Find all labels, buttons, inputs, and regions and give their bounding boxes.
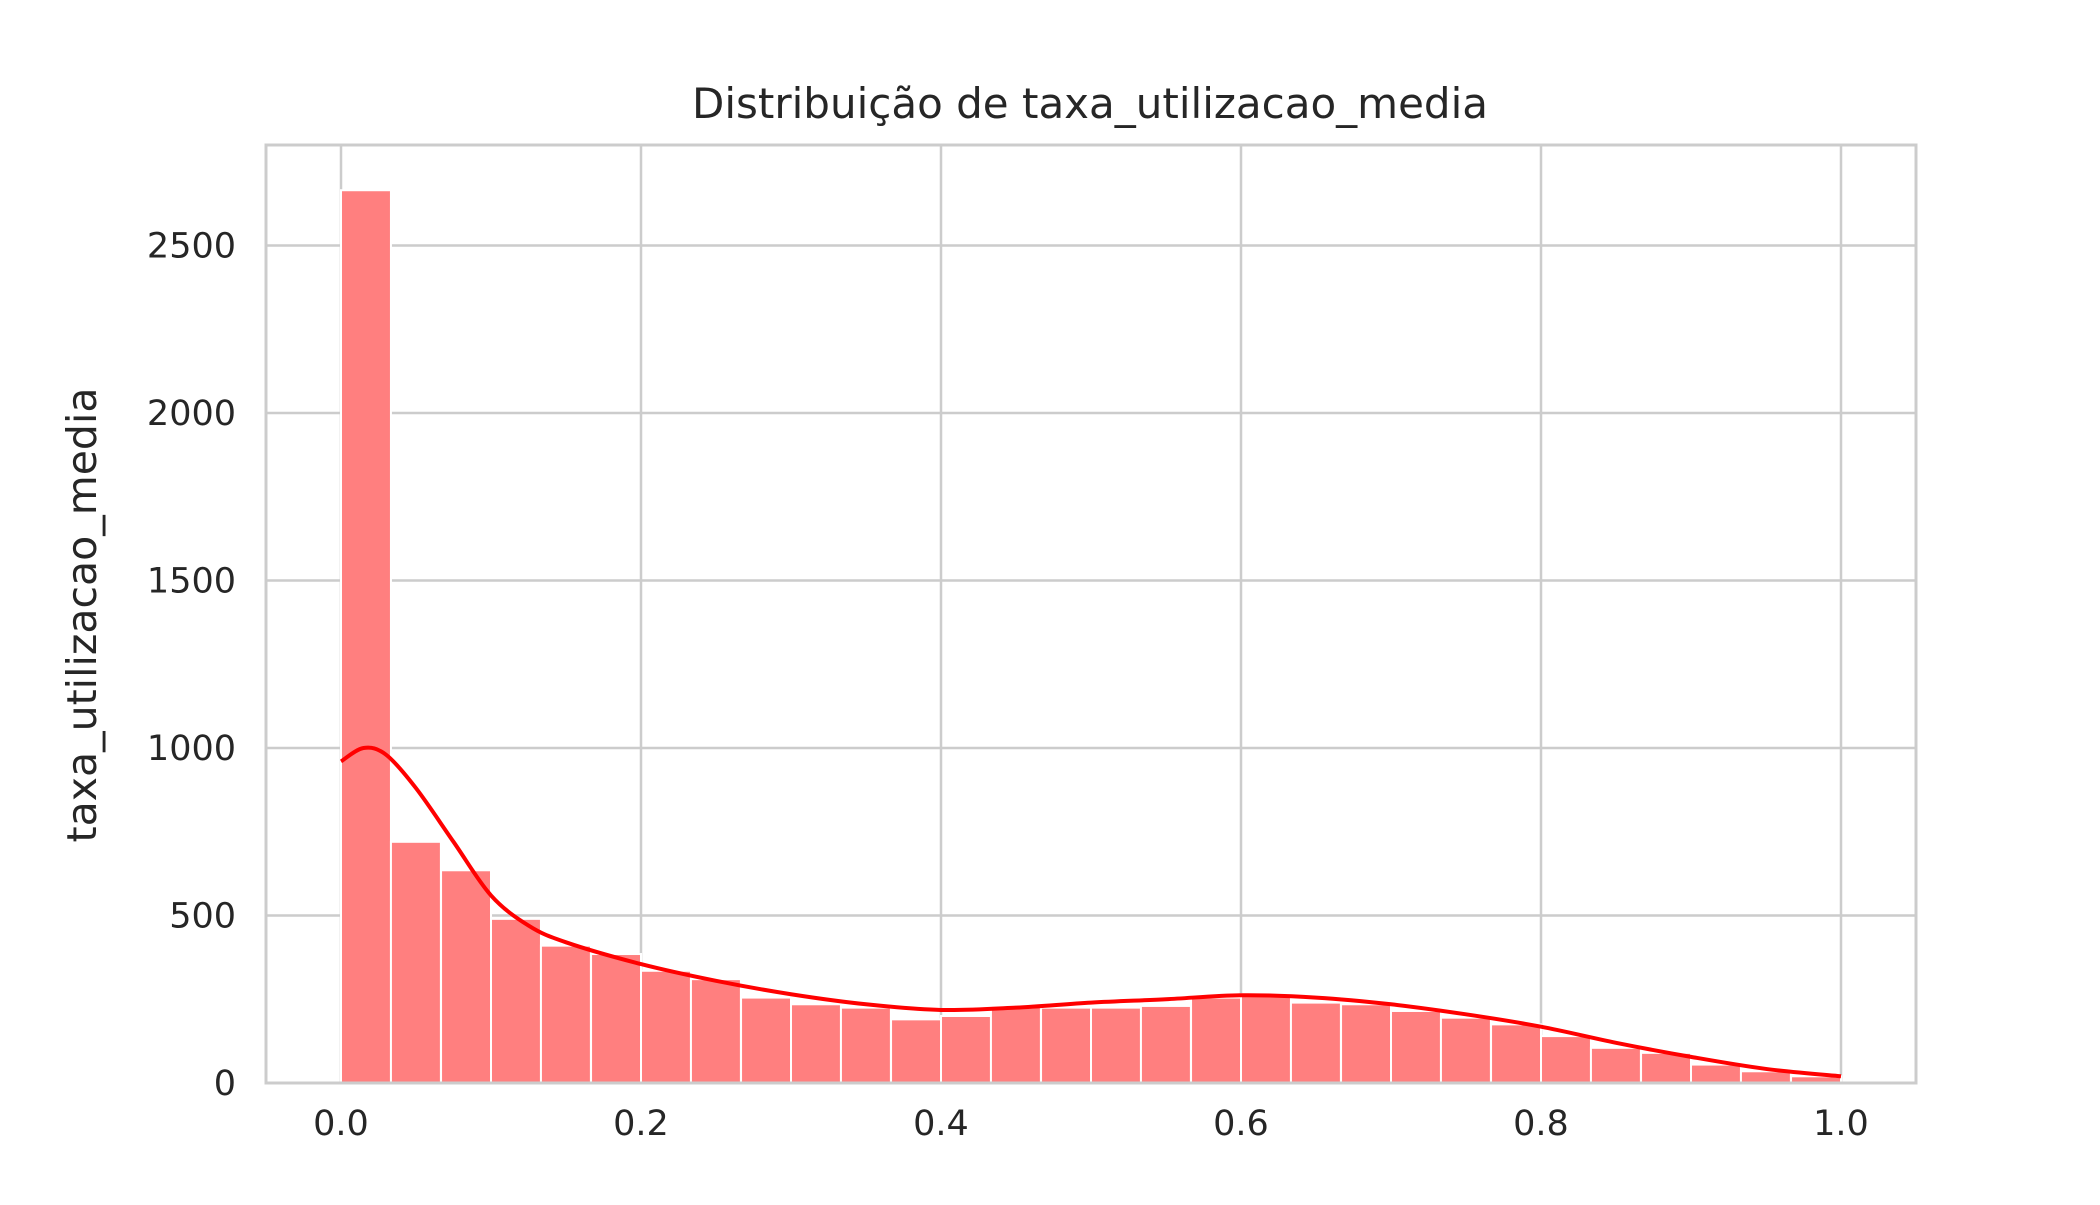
histogram-bar-15 <box>1090 1006 1142 1084</box>
x-tick-label-3: 0.6 <box>1213 1104 1269 1144</box>
chart-title: Distribuição de taxa_utilizacao_media <box>692 79 1488 128</box>
kde-curve <box>339 745 1842 1079</box>
y-tick-label-3: 1500 <box>147 562 236 602</box>
histogram-bar-14 <box>1040 1006 1093 1084</box>
histogram-bar-23 <box>1490 1023 1543 1084</box>
histogram-bar-17 <box>1190 996 1243 1085</box>
histogram-bar-12 <box>940 1015 992 1084</box>
y-tick-label-2: 1000 <box>147 729 236 769</box>
kde-curve-layer <box>339 745 1842 1079</box>
y-tick-label-5: 2500 <box>147 227 236 267</box>
histogram-bar-3 <box>490 917 542 1084</box>
histogram-bar-6 <box>640 969 692 1085</box>
x-tick-label-5: 1.0 <box>1813 1104 1869 1144</box>
histogram-bar-26 <box>1640 1051 1693 1084</box>
histogram-bar-16 <box>1139 1004 1192 1085</box>
histogram-bar-21 <box>1390 1009 1442 1084</box>
x-tick-label-4: 0.8 <box>1513 1104 1569 1144</box>
histogram-bar-13 <box>989 1004 1042 1085</box>
histogram-bar-0 <box>340 189 392 1085</box>
x-tick-label-2: 0.4 <box>913 1104 969 1144</box>
y-tick-labels: 0 500 1000 1500 2000 2500 <box>147 227 236 1105</box>
histogram-bar-19 <box>1289 1001 1342 1084</box>
histogram-bar-28 <box>1739 1070 1792 1085</box>
plot-frame <box>264 143 1918 1085</box>
y-tick-label-0: 0 <box>214 1064 236 1104</box>
histogram-bar-1 <box>389 840 442 1084</box>
histogram-bar-7 <box>689 978 742 1085</box>
histogram-bar-8 <box>740 996 792 1085</box>
histogram-bar-9 <box>790 1003 842 1085</box>
histogram-bars <box>340 189 1843 1085</box>
y-tick-label-1: 500 <box>169 897 236 937</box>
x-tick-label-0: 0.0 <box>313 1104 369 1144</box>
histogram-bar-22 <box>1439 1016 1492 1084</box>
x-tick-label-1: 0.2 <box>613 1104 669 1144</box>
x-tick-labels: 0.0 0.2 0.4 0.6 0.8 1.0 <box>313 1104 1869 1144</box>
histogram-bar-11 <box>890 1018 942 1084</box>
y-tick-label-4: 2000 <box>147 394 236 434</box>
histogram-bar-4 <box>539 944 592 1085</box>
histogram-bar-27 <box>1690 1063 1742 1084</box>
histogram-bar-2 <box>440 869 492 1085</box>
histogram-bar-20 <box>1340 1003 1393 1085</box>
histogram-bar-25 <box>1589 1046 1642 1084</box>
histogram-bar-5 <box>590 953 642 1085</box>
histogram-bar-10 <box>839 1006 892 1084</box>
histogram-bar-18 <box>1240 993 1292 1084</box>
histogram-bar-24 <box>1540 1035 1592 1084</box>
y-axis-label: taxa_utilizacao_media <box>58 388 106 843</box>
